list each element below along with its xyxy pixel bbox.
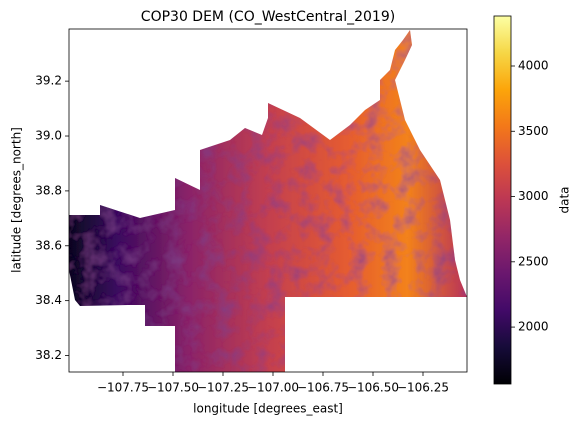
x-tick-label: −106.50 — [347, 381, 399, 395]
y-tick-label: 39.2 — [35, 74, 62, 88]
x-tick-label: −106.25 — [397, 381, 449, 395]
x-axis-label: longitude [degrees_east] — [193, 402, 343, 416]
x-tick-label: −107.25 — [197, 381, 249, 395]
y-tick-label: 39.0 — [35, 129, 62, 143]
colorbar — [493, 15, 512, 385]
y-axis-label: latitude [degrees_north] — [10, 127, 24, 273]
y-tick-label: 38.8 — [35, 183, 62, 197]
y-tick-label: 38.6 — [35, 238, 62, 252]
elevation-raster — [69, 30, 467, 372]
colorbar-tick-label: 2000 — [518, 320, 549, 334]
colorbar-tick-label: 2500 — [518, 254, 549, 268]
colorbar-tick-label: 4000 — [518, 58, 549, 72]
y-tick-label: 38.4 — [35, 293, 62, 307]
plot-frame — [68, 28, 468, 373]
colorbar-tick-label: 3000 — [518, 189, 549, 203]
x-tick-label: −107.75 — [97, 381, 149, 395]
x-tick-label: −106.75 — [297, 381, 349, 395]
chart-title: COP30 DEM (CO_WestCentral_2019) — [141, 9, 395, 25]
x-tick-label: −107.50 — [147, 381, 199, 395]
colorbar-label: data — [558, 186, 572, 213]
y-tick-label: 38.2 — [35, 348, 62, 362]
colorbar-tick-label: 3500 — [518, 124, 549, 138]
x-tick-label: −107.00 — [247, 381, 299, 395]
